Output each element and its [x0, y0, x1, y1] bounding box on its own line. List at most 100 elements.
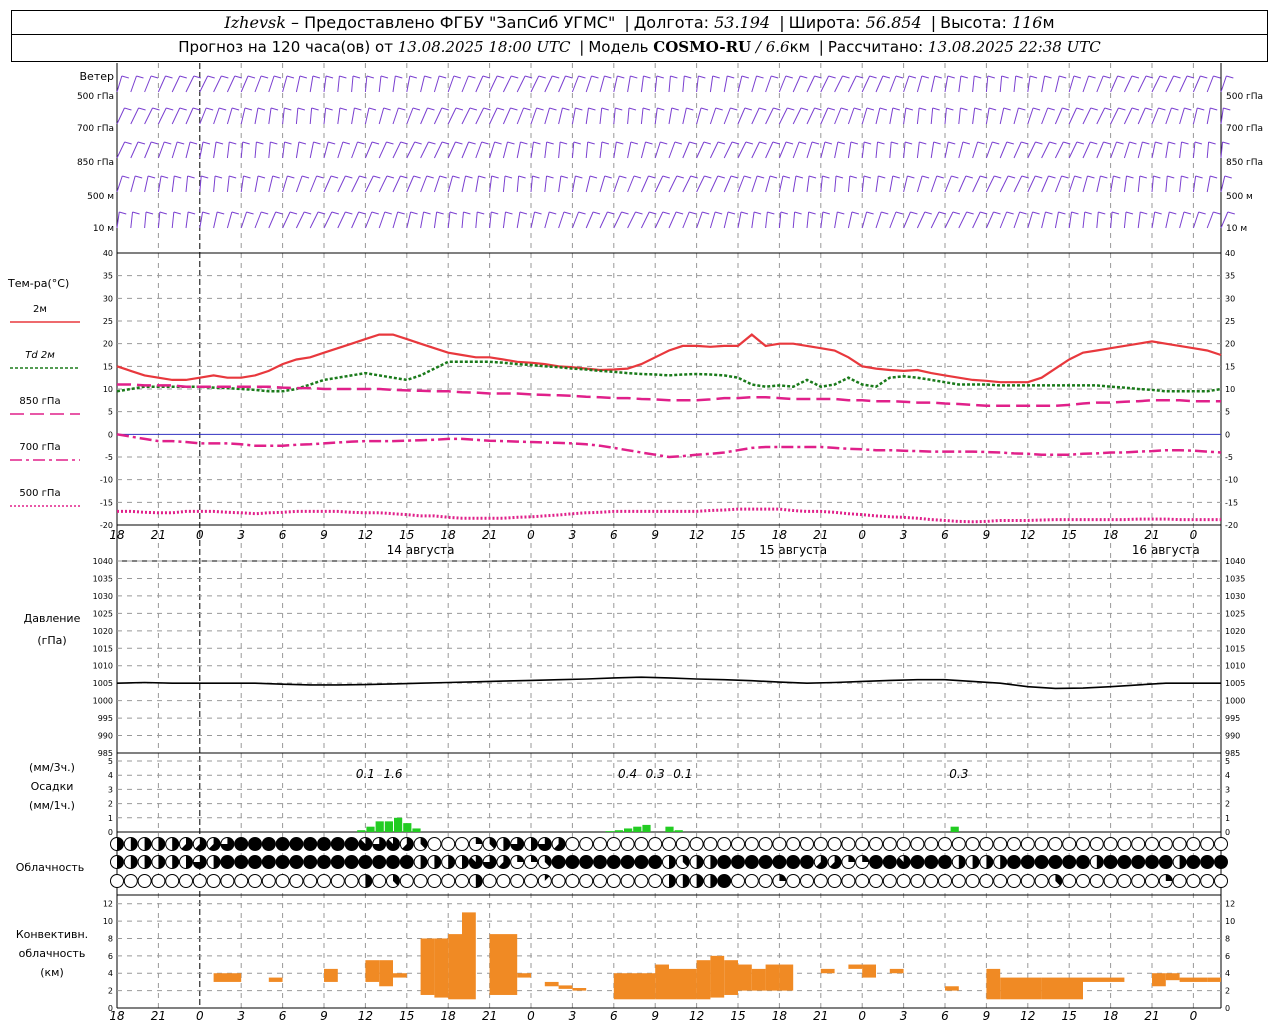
- cloud-cover-fill: [800, 855, 814, 869]
- wind-barb: [502, 175, 506, 193]
- wind-barb: [240, 107, 246, 125]
- temp-ytick: 0: [108, 430, 113, 439]
- wind-barb-flag: [519, 211, 528, 215]
- conv-cloud-bar: [613, 973, 656, 1000]
- wind-barb: [116, 175, 123, 193]
- wind-barb-flag: [1006, 211, 1014, 215]
- wind-barb: [558, 75, 566, 93]
- wind-barb-flag: [811, 141, 820, 145]
- wind-barb: [613, 107, 616, 125]
- cloud-cover-symbol: [1214, 837, 1228, 851]
- provider-text: – Предоставлено ФГБУ "ЗапСиб УГМС": [290, 13, 616, 32]
- wind-barb: [958, 75, 962, 93]
- temp-ytick: 30: [103, 294, 113, 303]
- wind-barb-flag: [756, 75, 764, 79]
- wind-barb-flag: [730, 107, 738, 111]
- temp-ytick-right: -20: [1225, 521, 1238, 530]
- wind-barb: [199, 211, 204, 229]
- wind-barb: [668, 175, 678, 193]
- cloud-cover-fill: [1104, 855, 1118, 869]
- cloud-cover-symbol: [855, 874, 870, 888]
- cloud-cover-fill: [517, 855, 524, 862]
- cloud-cover-symbol: [1158, 837, 1173, 851]
- precip-ytick: 3: [108, 785, 113, 794]
- wind-barb-flag: [481, 141, 489, 145]
- wind-barb-flag: [1139, 175, 1147, 179]
- hour-label-bottom: 12: [358, 1009, 373, 1023]
- cloud-cover-symbol: [827, 874, 842, 888]
- wind-barb: [847, 175, 851, 193]
- precip-bar: [605, 831, 614, 832]
- wind-barb-flag: [924, 211, 932, 215]
- wind-barb: [282, 141, 286, 159]
- wind-barb: [351, 211, 360, 229]
- wind-barb-flag: [546, 141, 554, 145]
- conv-cloud-bar: [655, 964, 669, 1000]
- wind-barb-flag: [366, 75, 375, 79]
- wind-barb: [654, 107, 658, 125]
- temp-ytick-right: 5: [1225, 408, 1230, 417]
- wind-barb-flag: [137, 141, 146, 145]
- wind-barb-flag: [877, 141, 885, 145]
- hour-label-bottom: 9: [983, 1009, 991, 1023]
- cloud-cover-symbol: [1103, 874, 1118, 888]
- precip-total-label: 0.3: [949, 767, 968, 781]
- cloud-cover-fill: [483, 855, 497, 869]
- wind-barb: [378, 75, 382, 93]
- wind-barb-flag: [1001, 75, 1009, 79]
- precip-ytick-right: 1: [1225, 814, 1230, 823]
- wind-barb: [682, 211, 690, 229]
- cloud-cover-fill: [710, 874, 717, 888]
- wind-barb-flag: [1007, 175, 1016, 179]
- wind-barb-flag: [895, 211, 904, 215]
- wind-barb: [433, 175, 441, 193]
- wind-barb: [420, 75, 425, 93]
- wind-barb: [861, 107, 868, 125]
- wind-barb-flag: [231, 211, 240, 215]
- wind-barb-flag: [980, 211, 988, 215]
- wind-barb: [337, 107, 341, 125]
- wind-barb-flag: [1029, 75, 1038, 79]
- wind-barb-flag: [822, 175, 830, 179]
- wind-barb-flag: [633, 175, 642, 179]
- wind-barb-flag: [166, 107, 174, 111]
- wind-barb: [144, 141, 152, 159]
- cloud-cover-fill: [475, 837, 483, 844]
- wind-barb: [709, 141, 719, 159]
- wind-barb: [254, 211, 262, 229]
- wind-barb: [392, 107, 399, 125]
- pressure-panel-title: Давление: [24, 612, 81, 625]
- cloud-cover-symbol: [455, 874, 469, 888]
- wind-barb: [282, 211, 291, 229]
- wind-barb: [627, 211, 636, 229]
- wind-barb-flag: [1140, 211, 1148, 215]
- wind-barb: [571, 107, 576, 125]
- wind-barb-flag: [952, 211, 961, 215]
- wind-barb-flag: [1117, 75, 1125, 79]
- wind-barb-flag: [272, 175, 280, 179]
- wind-barb-flag: [616, 141, 624, 145]
- wind-barb: [627, 141, 632, 159]
- wind-barb: [226, 141, 230, 159]
- wind-barb: [530, 211, 536, 229]
- wind-barb-flag: [423, 211, 431, 215]
- wind-barb: [268, 211, 277, 229]
- wind-barb: [337, 175, 346, 193]
- wind-barb: [806, 75, 815, 93]
- wind-barb: [640, 141, 647, 159]
- wind-barb-flag: [523, 107, 531, 111]
- wind-barb-flag: [617, 75, 625, 79]
- wind-barb: [1179, 211, 1185, 229]
- wind-barb: [254, 141, 257, 159]
- wind-barb-flag: [1021, 175, 1029, 179]
- cloud-cover-fill: [544, 855, 552, 867]
- wind-barb: [682, 107, 687, 125]
- wind-barb: [420, 211, 425, 229]
- precip-bar: [394, 817, 403, 832]
- wind-barb: [295, 107, 299, 125]
- wind-barb-flag: [549, 107, 557, 111]
- wind-barb: [723, 141, 733, 159]
- wind-barb-flag: [494, 141, 502, 145]
- wind-barb: [295, 75, 301, 93]
- wind-barb: [682, 175, 692, 193]
